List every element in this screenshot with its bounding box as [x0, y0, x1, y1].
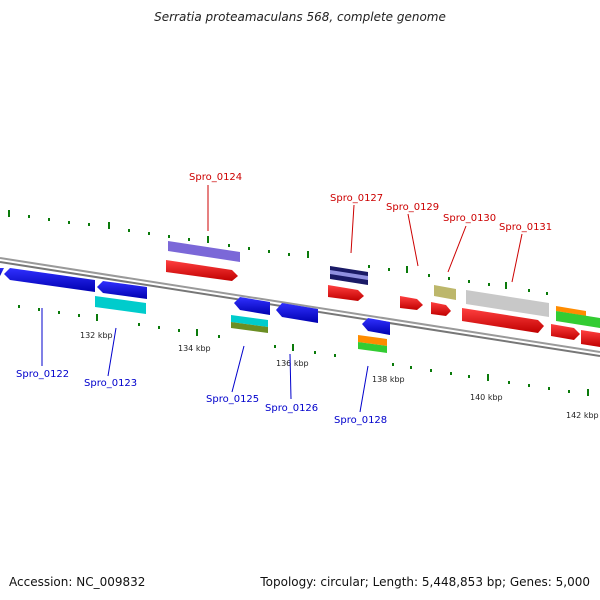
gene-arrow-reverse[interactable] [95, 296, 146, 314]
scale-label: 134 kbp [178, 344, 211, 353]
gene-arrow-forward[interactable] [168, 241, 240, 262]
gene-arrow-reverse[interactable] [97, 281, 147, 299]
gene-arrow-forward[interactable] [431, 302, 451, 316]
tick-track-upper [8, 210, 548, 295]
gene-arrow-forward[interactable] [466, 290, 549, 317]
label-leaders [41, 185, 523, 413]
scale-label: 136 kbp [276, 359, 309, 368]
gene-arrow-reverse[interactable] [231, 315, 268, 327]
gene-label[interactable]: Spro_0126 [265, 403, 318, 414]
gene-arrow-forward[interactable] [556, 306, 586, 316]
gene-arrow-forward[interactable] [166, 260, 238, 281]
gene-arrow-reverse[interactable] [0, 268, 4, 276]
gene-arrow-reverse[interactable] [358, 335, 387, 346]
gene-arrow-reverse[interactable] [358, 342, 387, 353]
gene-arrow-reverse[interactable] [4, 268, 95, 292]
gene-arrow-forward[interactable] [400, 296, 423, 310]
scale-label: 132 kbp [80, 331, 113, 340]
gene-label[interactable]: Spro_0124 [189, 172, 242, 183]
gene-arrow-forward[interactable] [330, 270, 368, 280]
gene-labels: Spro_0124 Spro_0127 Spro_0129 Spro_0130 … [16, 172, 552, 426]
scale-label: 142 kbp [566, 411, 599, 420]
figure-title: Serratia proteamaculans 568, complete ge… [154, 10, 446, 24]
accession-label: Accession: NC_009832 [9, 575, 146, 589]
gene-arrow-forward[interactable] [556, 311, 600, 328]
genome-stats: Topology: circular; Length: 5,448,853 bp… [260, 575, 590, 589]
scale-labels: 132 kbp 134 kbp 136 kbp 138 kbp 140 kbp … [80, 331, 599, 420]
gene-arrow-forward[interactable] [581, 330, 600, 347]
gene-label[interactable]: Spro_0128 [334, 415, 387, 426]
gene-arrow-reverse[interactable] [231, 322, 268, 333]
gene-arrow-forward[interactable] [328, 285, 364, 301]
gene-arrow-forward[interactable] [462, 308, 544, 333]
tick-track-lower [18, 305, 589, 396]
forward-gene-track [166, 241, 600, 347]
gene-label[interactable]: Spro_0125 [206, 394, 259, 405]
gene-label[interactable]: Spro_0130 [443, 213, 496, 224]
gene-arrow-forward[interactable] [434, 285, 456, 300]
scale-label: 140 kbp [470, 393, 503, 402]
gene-arrow-reverse[interactable] [276, 303, 318, 323]
gene-arrow-reverse[interactable] [362, 318, 390, 335]
reverse-gene-track [0, 268, 390, 353]
scale-label: 138 kbp [372, 375, 405, 384]
gene-arrow-forward[interactable] [551, 324, 580, 340]
gene-label[interactable]: Spro_0123 [84, 378, 137, 389]
gene-label[interactable]: Spro_0122 [16, 369, 69, 380]
gene-label[interactable]: Spro_0129 [386, 202, 439, 213]
gene-arrow-reverse[interactable] [234, 297, 270, 315]
gene-label[interactable]: Spro_0131 [499, 222, 552, 233]
gene-label[interactable]: Spro_0127 [330, 193, 383, 204]
